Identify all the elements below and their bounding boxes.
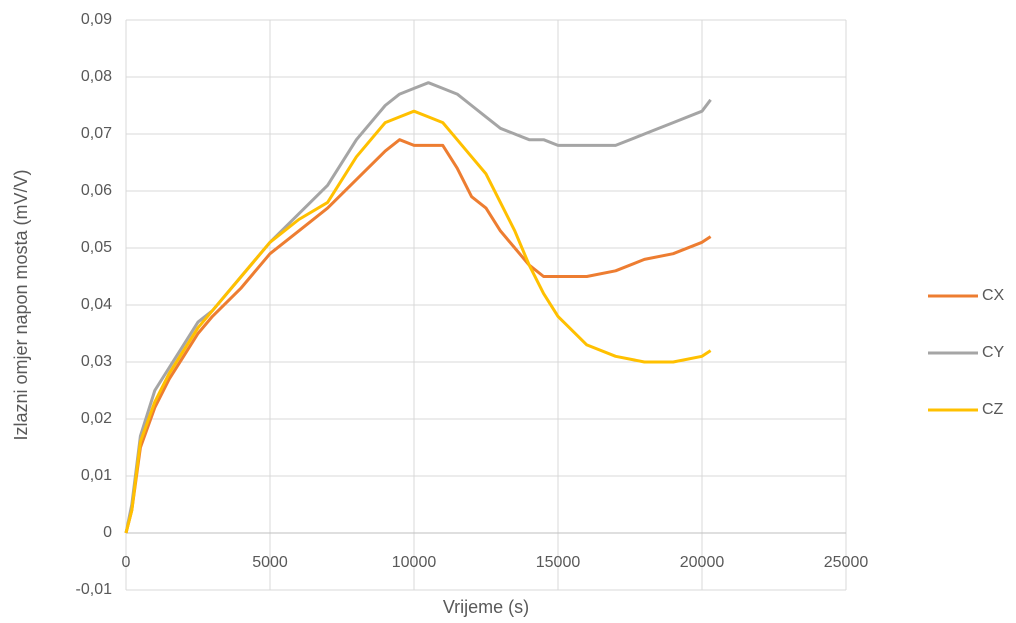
legend-label: CZ — [982, 401, 1004, 418]
legend-label: CX — [982, 287, 1005, 304]
y-tick-label: 0,05 — [81, 239, 112, 256]
x-tick-label: 25000 — [824, 554, 869, 571]
series-line — [124, 109, 712, 534]
y-tick-label: 0,02 — [81, 410, 112, 427]
x-tick-label: 15000 — [536, 554, 581, 571]
y-tick-label: 0,03 — [81, 353, 112, 370]
y-axis-title: Izlazni omjer napon mosta (mV/V) — [11, 169, 31, 440]
x-tick-label: 0 — [122, 554, 131, 571]
y-tick-label: 0 — [103, 524, 112, 541]
y-tick-label: -0,01 — [76, 581, 113, 598]
series-line — [124, 81, 712, 534]
legend-label: CY — [982, 344, 1005, 361]
y-tick-label: 0,08 — [81, 68, 112, 85]
x-tick-label: 5000 — [252, 554, 288, 571]
series-line — [124, 138, 712, 534]
x-axis-title: Vrijeme (s) — [443, 597, 529, 617]
y-tick-label: 0,07 — [81, 125, 112, 142]
x-tick-label: 20000 — [680, 554, 725, 571]
y-tick-label: 0,09 — [81, 11, 112, 28]
y-tick-label: 0,06 — [81, 182, 112, 199]
y-tick-label: 0,01 — [81, 467, 112, 484]
x-tick-label: 10000 — [392, 554, 437, 571]
y-tick-label: 0,04 — [81, 296, 112, 313]
